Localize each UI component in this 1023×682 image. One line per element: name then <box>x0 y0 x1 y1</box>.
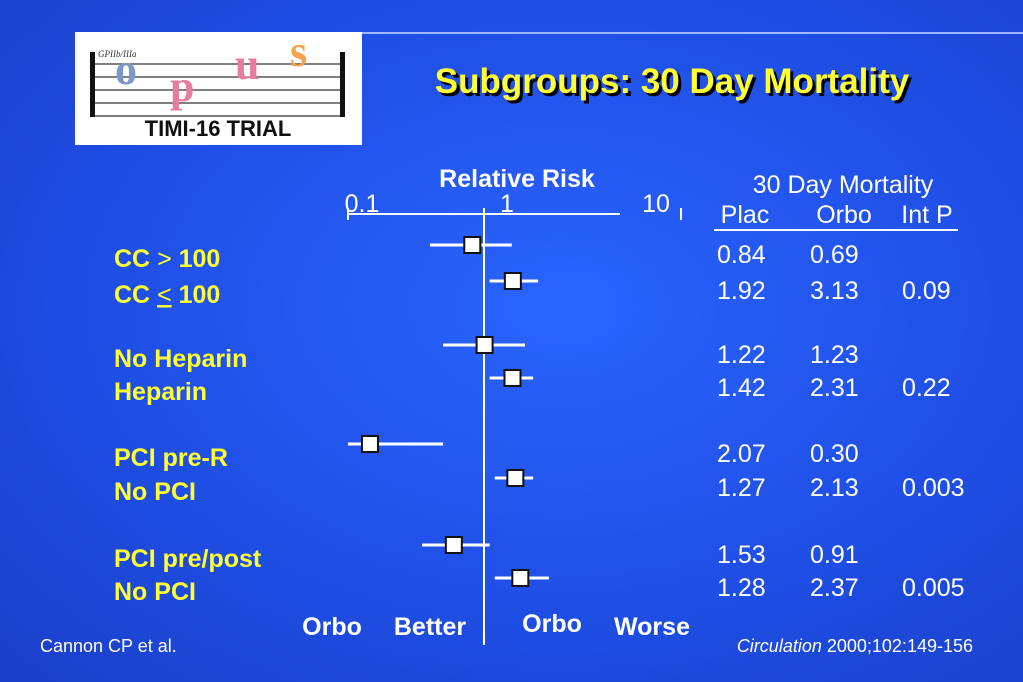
point-estimate <box>503 369 522 387</box>
row-label: No PCI <box>114 478 196 506</box>
cell-int-p: 0.22 <box>902 374 951 402</box>
point-estimate <box>360 435 379 453</box>
logo-letter-p: p <box>170 62 194 111</box>
cell-plac: 1.92 <box>717 277 766 305</box>
tick-label-0.1: 0.1 <box>345 190 380 218</box>
logo-top-text: GPIIb/IIIa <box>98 49 137 59</box>
cell-int-p: 0.003 <box>902 474 965 502</box>
row-label: PCI pre/post <box>114 545 262 573</box>
row-label-text: No PCI <box>114 578 196 606</box>
logo-left-bar <box>90 52 95 117</box>
ci-layer <box>348 236 549 587</box>
cell-orbo: 1.23 <box>810 341 859 369</box>
row-label-symbol: < <box>157 281 172 309</box>
row-label-text: PCI pre/post <box>114 545 262 573</box>
cell-plac: 1.22 <box>717 341 766 369</box>
header-rule <box>362 32 1023 34</box>
row-label-text: No PCI <box>114 478 196 506</box>
point-estimate <box>475 336 494 354</box>
row-label: Heparin <box>114 378 207 406</box>
logo-letter-s: s <box>290 32 307 76</box>
col-header-plac: Plac <box>721 201 770 229</box>
footer-citation-ref: Circulation 2000;102:149-156 <box>600 636 973 657</box>
col-header-orbo: Orbo <box>816 201 872 229</box>
cell-plac: 1.53 <box>717 541 766 569</box>
cell-plac: 1.42 <box>717 374 766 402</box>
cell-orbo: 0.69 <box>810 241 859 269</box>
cell-plac: 1.28 <box>717 574 766 602</box>
point-estimate <box>444 536 463 554</box>
row-label-suffix: 100 <box>172 281 221 309</box>
row-label-text: No Heparin <box>114 345 247 373</box>
better-label-orbo: Orbo <box>302 613 362 641</box>
point-estimate <box>463 236 482 254</box>
cell-orbo: 0.91 <box>810 541 859 569</box>
row-label-text: CC <box>114 281 157 309</box>
col-header-intp: Int P <box>901 201 952 229</box>
row-label: CC > 100 <box>114 245 220 273</box>
axis-label: Relative Risk <box>439 165 595 193</box>
cell-plac: 1.27 <box>717 474 766 502</box>
opus-logo-graphic: GPIIb/IIIa o p u s TIMI-16 TRIAL <box>90 27 345 141</box>
worse-label-worse: Worse <box>614 613 690 641</box>
logo-letter-u: u <box>235 40 259 89</box>
opus-logo: GPIIb/IIIa o p u s TIMI-16 TRIAL <box>75 27 362 145</box>
tick-label-10: 10 <box>642 190 670 218</box>
cell-orbo: 2.37 <box>810 574 859 602</box>
footer-ref: 2000;102:149-156 <box>821 636 973 656</box>
worse-label-orbo: Orbo <box>522 610 582 638</box>
row-label: PCI pre-R <box>114 444 228 472</box>
row-label-text: Heparin <box>114 378 207 406</box>
row-label-suffix: 100 <box>172 245 221 273</box>
row-label: No PCI <box>114 578 196 606</box>
footer-journal: Circulation <box>736 636 822 656</box>
point-estimate <box>511 569 530 587</box>
point-estimate <box>506 469 525 487</box>
row-label-text: PCI pre-R <box>114 444 228 472</box>
logo-caption: TIMI-16 TRIAL <box>145 116 292 141</box>
cell-orbo: 2.31 <box>810 374 859 402</box>
row-label: CC < 100 <box>114 281 220 309</box>
slide-title: Subgroups: 30 Day Mortality <box>434 62 910 101</box>
row-label-symbol: > <box>157 245 172 273</box>
cell-int-p: 0.09 <box>902 277 951 305</box>
tick-label-1: 1 <box>500 190 514 218</box>
row-layer: CC > 100 0.84 0.69 CC < 100 1.92 3.13 0.09 No H… <box>114 241 965 606</box>
cell-int-p: 0.005 <box>902 574 965 602</box>
logo-right-bar <box>340 52 345 117</box>
row-label: No Heparin <box>114 345 247 373</box>
cell-orbo: 2.13 <box>810 474 859 502</box>
logo-letter-o: o <box>115 45 137 94</box>
row-label-text: CC <box>114 245 157 273</box>
cell-plac: 2.07 <box>717 440 766 468</box>
point-estimate <box>503 272 522 290</box>
cell-orbo: 0.30 <box>810 440 859 468</box>
table-heading: 30 Day Mortality <box>753 171 934 199</box>
cell-plac: 0.84 <box>717 241 766 269</box>
better-label-better: Better <box>394 613 467 641</box>
cell-orbo: 3.13 <box>810 277 859 305</box>
footer-citation-author: Cannon CP et al. <box>40 636 177 656</box>
